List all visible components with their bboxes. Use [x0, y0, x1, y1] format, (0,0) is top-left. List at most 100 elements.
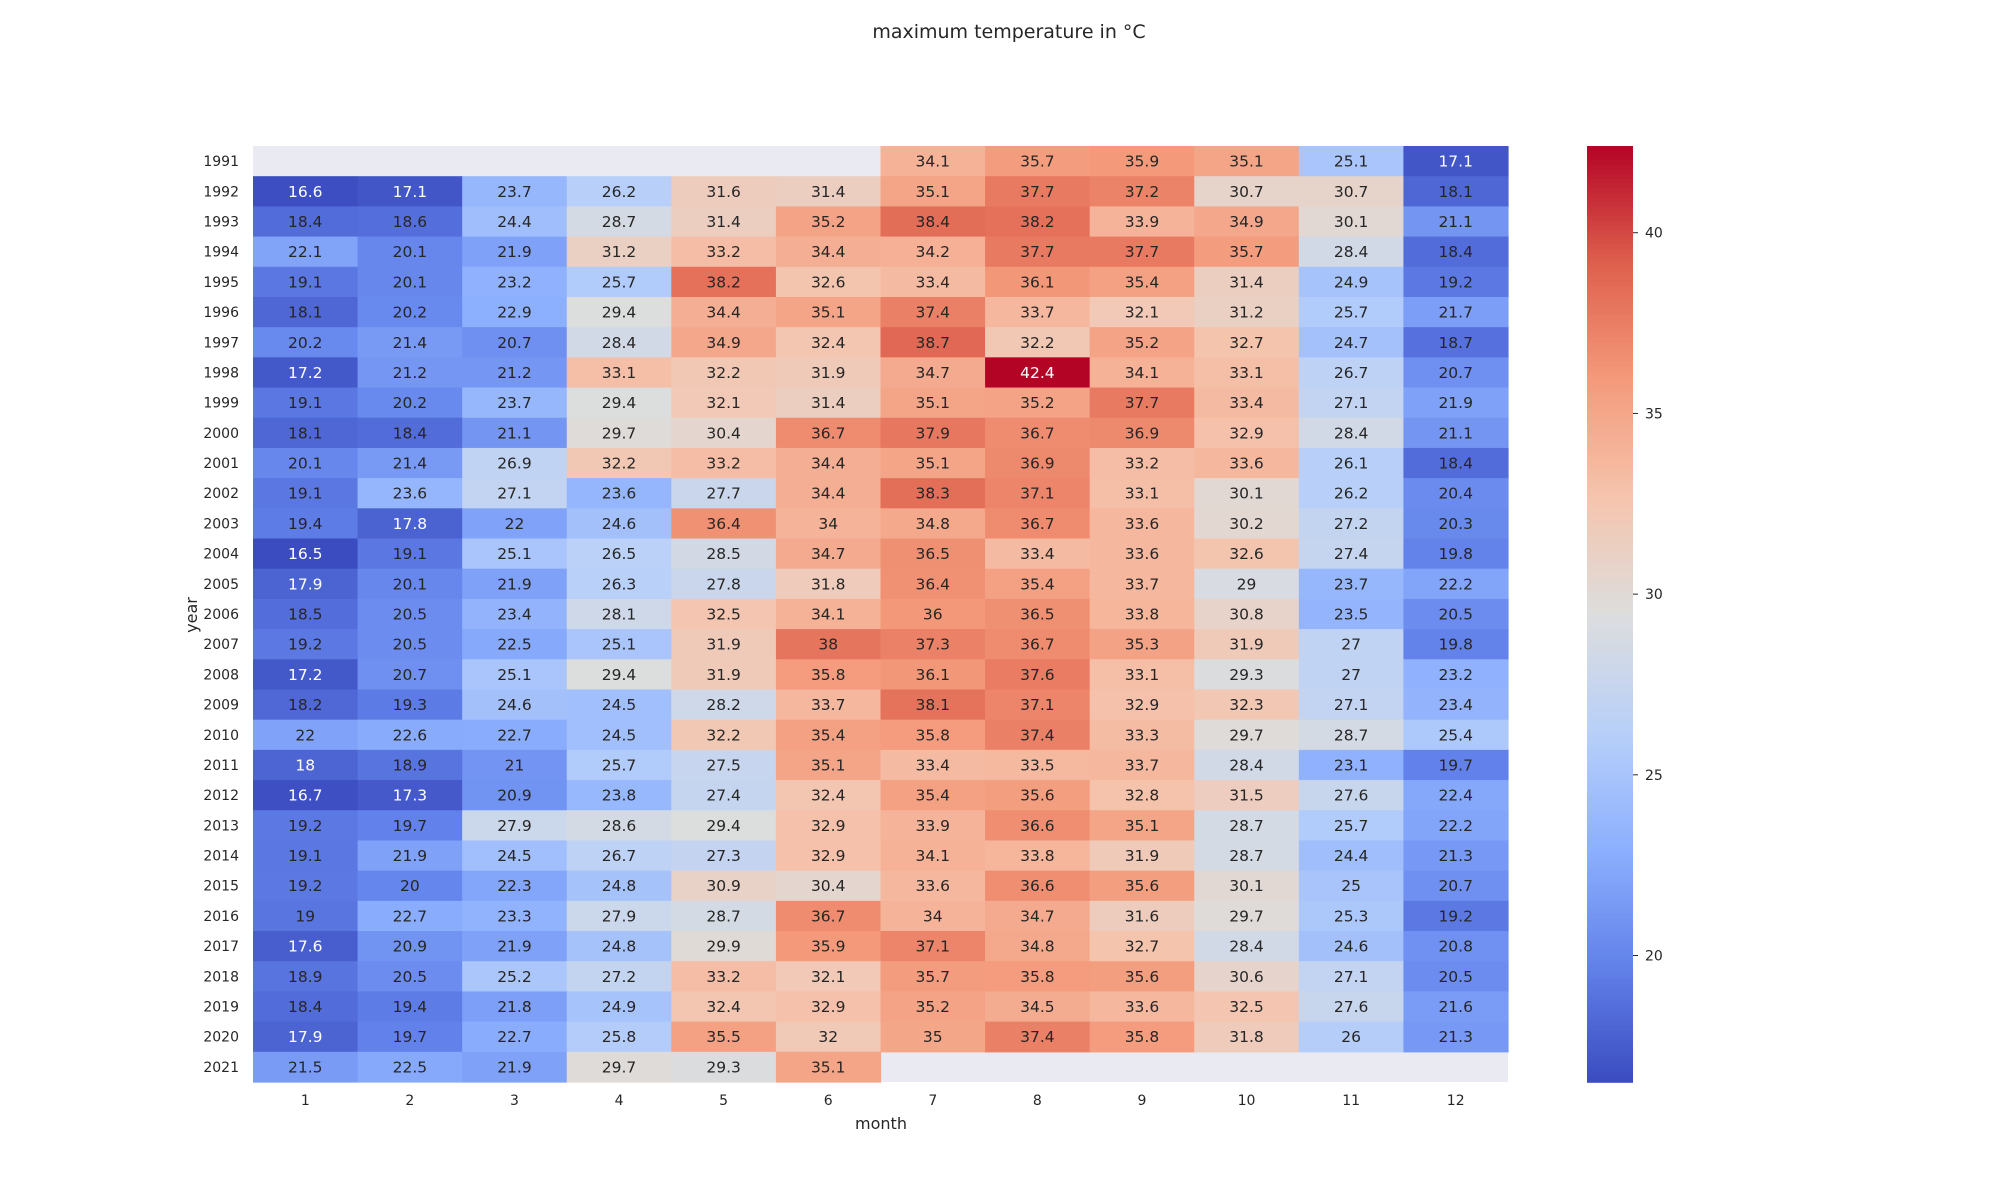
- heatmap-cell: [671, 629, 777, 660]
- heatmap-cell: [1298, 146, 1405, 177]
- cell-value-label: 29.4: [602, 304, 637, 322]
- colorbar-segment: [1587, 595, 1633, 601]
- colorbar-segment: [1587, 768, 1633, 774]
- cell-value-label: 31.4: [1229, 273, 1264, 291]
- heatmap-cell: [880, 146, 986, 177]
- heatmap-cell: [985, 810, 1091, 842]
- cell-value-label: 32.7: [1229, 334, 1264, 352]
- cell-value-label: 38.2: [706, 273, 741, 291]
- cell-value-label: 33.9: [1125, 213, 1160, 231]
- heatmap-cell: [253, 780, 359, 811]
- colorbar-segment: [1587, 1035, 1633, 1041]
- colorbar-segment: [1587, 684, 1633, 690]
- x-tick-label: 1: [301, 1093, 310, 1109]
- colorbar-tick-labels: 20 25 30 35 40: [1633, 226, 1663, 965]
- colorbar-segment: [1587, 637, 1633, 643]
- cell-value-label: 35.4: [916, 787, 951, 805]
- heatmap-cell: [357, 357, 463, 389]
- heatmap-cell: [1194, 327, 1300, 358]
- cell-value-label: 32.9: [811, 847, 846, 865]
- cell-value-label: 25.7: [1334, 817, 1369, 835]
- cell-value-label: 30.2: [1229, 515, 1264, 533]
- y-tick-label: 2017: [203, 939, 239, 955]
- heatmap-cell: [1298, 719, 1405, 751]
- cell-value-label: 37.7: [1020, 183, 1055, 201]
- cell-value-label: 23.1: [1334, 756, 1369, 774]
- cell-value-label: 35.2: [811, 213, 846, 231]
- cell-value-label: 28.4: [1334, 424, 1369, 442]
- heatmap-cell: [357, 236, 463, 268]
- cell-value-label: 22.5: [497, 636, 532, 654]
- heatmap-cell: [775, 538, 882, 570]
- y-tick-label: 2006: [203, 607, 239, 623]
- cell-value-label: 23.2: [497, 273, 532, 291]
- heatmap-cell: [357, 598, 463, 630]
- heatmap-cell: [462, 508, 568, 540]
- heatmap-cell: [253, 598, 359, 630]
- heatmap-cell: [671, 266, 777, 298]
- heatmap-cell: [1403, 931, 1509, 962]
- heatmap-cell: [462, 387, 568, 419]
- heatmap-cell: [671, 810, 777, 842]
- heatmap-cell: [1194, 1021, 1300, 1053]
- cell-value-label: 24.8: [602, 877, 637, 895]
- heatmap-cell: [566, 357, 672, 389]
- heatmap-cell: [1089, 991, 1195, 1023]
- x-tick-label: 7: [928, 1093, 937, 1109]
- heatmap-cell: [462, 1051, 568, 1083]
- cell-value-label: 35.4: [1020, 575, 1055, 593]
- heatmap-cell: [985, 870, 1091, 902]
- heatmap-cell: [357, 206, 463, 238]
- cell-value-label: 34.7: [811, 545, 846, 563]
- heatmap-cell: [775, 1021, 882, 1053]
- colorbar-segment: [1587, 918, 1633, 924]
- colorbar-segment: [1587, 412, 1633, 419]
- cell-value-label: 33.2: [706, 455, 741, 473]
- heatmap-cell: [985, 961, 1091, 993]
- heatmap-cell: [1089, 749, 1195, 781]
- heatmap-cell: [880, 206, 986, 238]
- cell-value-label: 18.6: [393, 213, 428, 231]
- heatmap-cell: [1403, 296, 1509, 328]
- heatmap-cell: [880, 810, 986, 842]
- heatmap-cell: [880, 296, 986, 328]
- colorbar-segment: [1587, 871, 1633, 877]
- colorbar-segment: [1587, 440, 1633, 447]
- cell-value-label: 32.1: [706, 394, 741, 412]
- heatmap-cell: [671, 478, 777, 509]
- heatmap-cell: [775, 387, 882, 419]
- heatmap-cell: [1298, 780, 1405, 811]
- cell-value-label: 25.1: [497, 545, 532, 563]
- y-tick-label: 1997: [203, 335, 239, 351]
- cell-value-label: 29: [1237, 575, 1257, 593]
- colorbar-segment: [1587, 890, 1633, 896]
- heatmap-cell: [1089, 719, 1195, 751]
- x-tick-label: 3: [510, 1093, 519, 1109]
- heatmap-cell: [880, 508, 986, 540]
- colorbar-segment: [1587, 553, 1633, 559]
- colorbar-segment: [1587, 1077, 1633, 1083]
- heatmap-cell: [253, 840, 359, 872]
- heatmap-cell: [357, 991, 463, 1023]
- heatmap-cell: [1298, 689, 1405, 721]
- cell-value-label: 34.9: [1229, 213, 1264, 231]
- cell-value-label: 36.5: [1020, 606, 1055, 624]
- colorbar-segment: [1587, 342, 1633, 349]
- heatmap-cell: [1089, 357, 1195, 389]
- heatmap-cell: [566, 176, 672, 207]
- heatmap-cell: [1403, 327, 1509, 358]
- cell-value-label: 26.3: [602, 575, 637, 593]
- cell-value-label: 20.3: [1438, 515, 1473, 533]
- heatmap-cell: [1403, 598, 1509, 630]
- cell-value-label: 30.6: [1229, 968, 1264, 986]
- colorbar-segment: [1587, 721, 1633, 728]
- cell-value-label: 21.2: [497, 364, 532, 382]
- y-tick-label: 1998: [203, 365, 239, 381]
- colorbar-segment: [1587, 1072, 1633, 1079]
- heatmap-cell: [1089, 568, 1195, 600]
- heatmap-cell: [1403, 991, 1509, 1023]
- heatmap-cell: [253, 568, 359, 600]
- cell-value-label: 22: [295, 726, 315, 744]
- colorbar-segment: [1587, 525, 1633, 531]
- colorbar-segment: [1587, 674, 1633, 681]
